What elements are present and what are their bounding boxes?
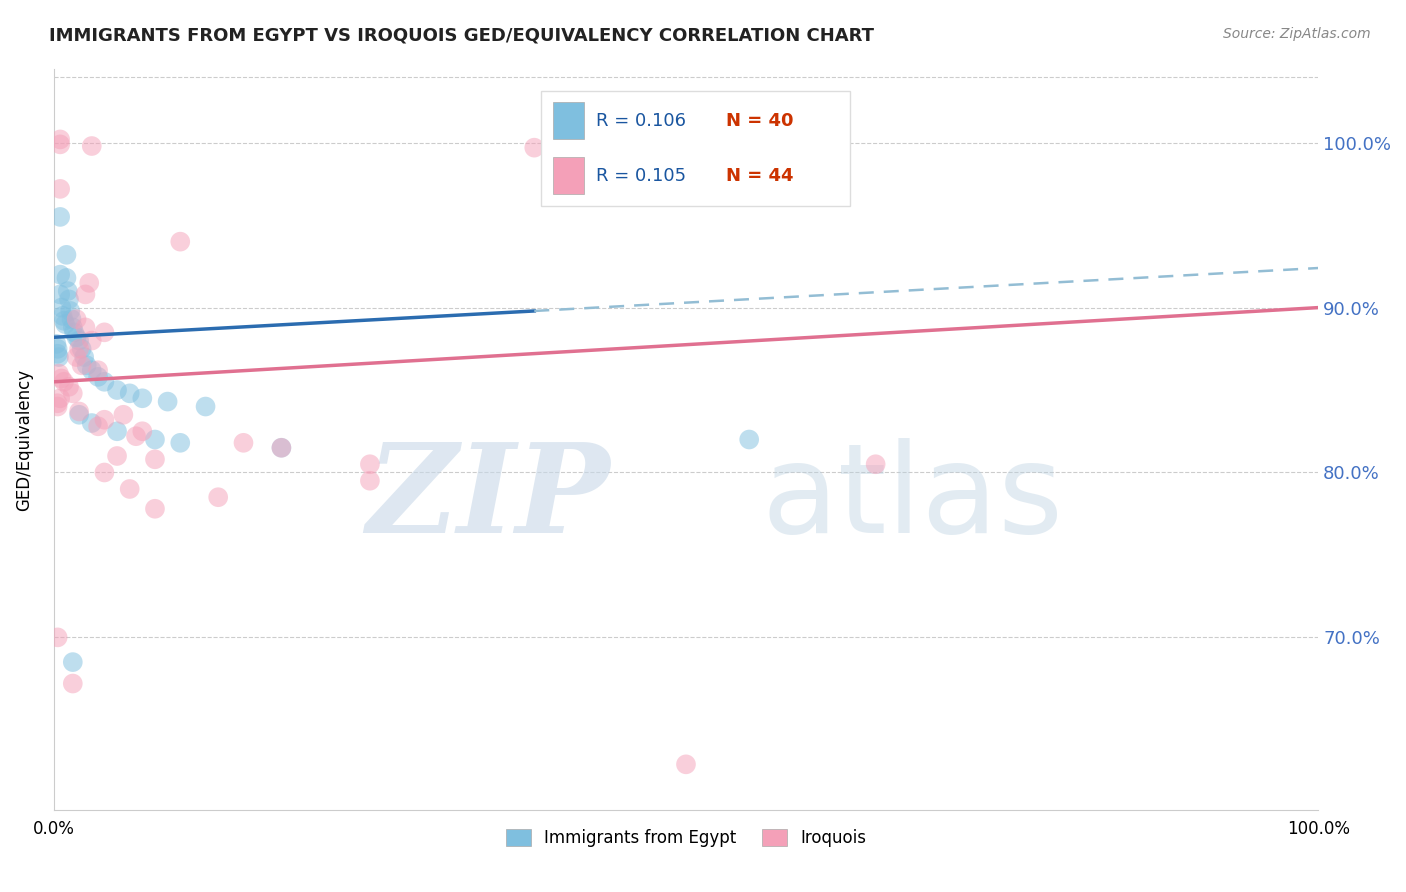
Point [156, 394, 179, 409]
Point [67, 342, 90, 356]
Point [105, 383, 128, 397]
Point [59, 304, 82, 318]
Point [675, 757, 697, 772]
Point [48, 367, 70, 381]
Point [52, 309, 75, 323]
Point [143, 433, 166, 447]
Point [67, 408, 90, 422]
Point [62, 655, 84, 669]
Point [58, 380, 80, 394]
Point [105, 424, 128, 438]
Point [73, 350, 96, 364]
Point [49, 132, 72, 146]
Point [93, 375, 115, 389]
Point [232, 435, 254, 450]
Y-axis label: GED/Equivalency: GED/Equivalency [15, 368, 32, 510]
Text: Source: ZipAtlas.com: Source: ZipAtlas.com [1223, 27, 1371, 41]
Point [55, 271, 77, 285]
Text: atlas: atlas [762, 438, 1064, 559]
Point [76, 359, 98, 373]
Point [52, 314, 75, 328]
Point [49, 392, 72, 406]
Point [55, 248, 77, 262]
Point [93, 326, 115, 340]
Point [49, 287, 72, 301]
Point [46, 400, 69, 414]
Point [77, 276, 100, 290]
Point [65, 330, 87, 344]
Point [118, 386, 141, 401]
Point [49, 268, 72, 282]
Point [62, 676, 84, 690]
Point [80, 334, 103, 348]
Point [143, 452, 166, 467]
Point [194, 400, 217, 414]
Text: IMMIGRANTS FROM EGYPT VS IROQUOIS GED/EQUIVALENCY CORRELATION CHART: IMMIGRANTS FROM EGYPT VS IROQUOIS GED/EQ… [49, 27, 875, 45]
Point [93, 413, 115, 427]
Point [58, 293, 80, 307]
Point [118, 482, 141, 496]
Point [48, 350, 70, 364]
Point [65, 350, 87, 364]
Point [45, 337, 67, 351]
Point [207, 490, 229, 504]
Point [62, 320, 84, 334]
Point [93, 466, 115, 480]
Point [49, 182, 72, 196]
Point [143, 501, 166, 516]
Point [359, 457, 381, 471]
Point [80, 416, 103, 430]
Point [49, 137, 72, 152]
Legend: Immigrants from Egypt, Iroquois: Immigrants from Egypt, Iroquois [499, 822, 873, 855]
Point [87, 419, 110, 434]
Point [46, 396, 69, 410]
Point [523, 141, 546, 155]
Point [270, 441, 292, 455]
Point [80, 363, 103, 377]
Point [75, 287, 97, 301]
Point [87, 363, 110, 377]
Point [270, 441, 292, 455]
Point [52, 375, 75, 389]
Point [63, 326, 86, 340]
Point [359, 474, 381, 488]
Point [70, 359, 93, 373]
Point [75, 320, 97, 334]
Point [51, 371, 73, 385]
Point [131, 392, 153, 406]
Point [46, 631, 69, 645]
Point [67, 334, 90, 348]
Point [56, 284, 79, 298]
Point [70, 342, 93, 356]
Text: ZIP: ZIP [367, 438, 610, 559]
Point [67, 404, 90, 418]
Point [112, 408, 135, 422]
Point [46, 342, 69, 356]
Point [46, 347, 69, 361]
Point [169, 235, 191, 249]
Point [51, 301, 73, 315]
Point [87, 369, 110, 384]
Point [125, 429, 148, 443]
Point [738, 433, 761, 447]
Point [865, 457, 887, 471]
Point [53, 317, 76, 331]
Point [60, 312, 83, 326]
Point [62, 386, 84, 401]
Point [169, 435, 191, 450]
Point [105, 449, 128, 463]
Point [131, 424, 153, 438]
Point [49, 210, 72, 224]
Point [80, 139, 103, 153]
Point [65, 312, 87, 326]
